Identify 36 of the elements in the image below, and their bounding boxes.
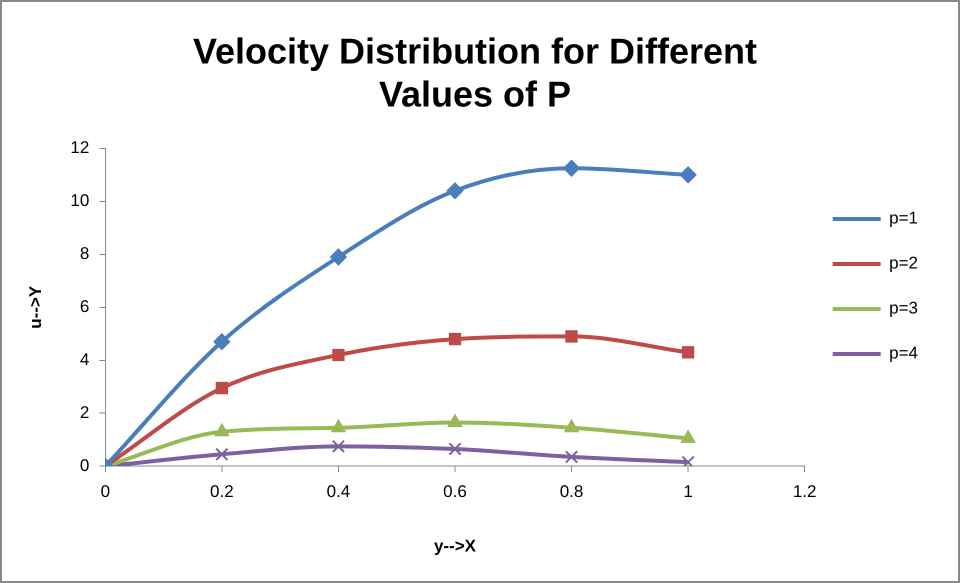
point [446,182,464,200]
legend-label: p=2 [889,254,918,273]
y-tick-label: 2 [80,402,90,422]
point [563,160,580,177]
x-tick-label: 0.4 [326,482,350,502]
x-tick-label: 0.6 [443,482,467,502]
legend-label: p=1 [889,208,918,228]
point [565,330,578,343]
legend-label: p=3 [889,298,918,318]
point [682,346,694,358]
point [216,382,228,394]
point [681,456,695,466]
y-tick-label: 6 [80,296,90,316]
x-tick-label: 0 [100,482,110,502]
y-tick-label: 4 [80,350,90,369]
x-axis-title: y-->X [434,536,477,556]
y-axis-title: u-->Y [26,285,45,329]
y-tick-label: 12 [70,138,90,158]
point [680,166,697,184]
point [448,332,462,346]
y-tick-label: 0 [80,456,90,475]
x-tick-label: 1 [683,482,693,502]
legend-label: p=4 [889,344,918,363]
x-tick-label: 0.8 [560,482,584,502]
x-tick-label: 1.2 [792,482,816,502]
point [330,248,347,266]
point [564,450,578,464]
x-tick-label: 0.2 [210,482,234,502]
point [332,348,345,362]
y-tick-label: 10 [70,191,90,210]
point [213,333,230,350]
chart-title: Velocity Distribution for Different Values of P [192,30,758,115]
point [215,448,229,461]
y-tick-label: 8 [80,244,90,264]
point [332,440,346,453]
point [448,442,462,456]
